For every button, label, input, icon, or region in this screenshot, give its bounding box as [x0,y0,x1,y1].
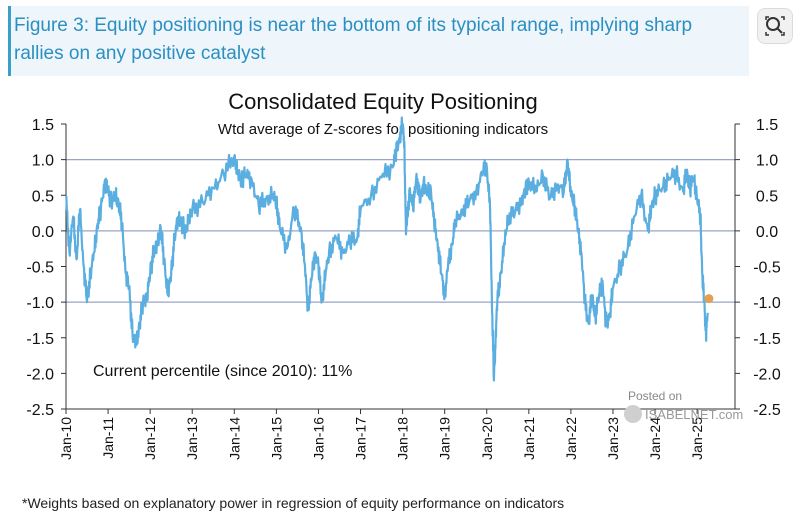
figure-caption-box [8,6,749,76]
watermark-site: ISABELNET.com [645,407,743,422]
y-tick-label-right: 0.5 [756,188,778,205]
chart-footnote: *Weights based on explanatory power in r… [22,495,565,511]
x-tick-label: Jan-10 [58,417,74,460]
axes-layer: 1.5 1.5 1.0 1.0 0.5 0.5 0.0 0.0 -0.5 -0.5 -1.0 -1.0… [26,117,780,460]
x-tick-label: Jan-20 [479,417,495,460]
y-tick-label-left: -1.5 [26,331,54,348]
y-tick-label-left: 0.5 [32,188,54,205]
y-tick-label-left: 1.5 [32,117,54,134]
y-tick-label-right: -1.5 [753,331,781,348]
x-tick-label: Jan-18 [395,417,411,460]
x-tick-label: Jan-17 [353,417,369,460]
chart-subtitle: Wtd average of Z-scores for positioning … [218,121,548,138]
chart-title: Consolidated Equity Positioning [228,89,537,114]
x-tick-label: Jan-12 [142,417,158,460]
series-line [64,116,709,382]
y-tick-label-right: 0.0 [756,224,778,241]
x-tick-label: Jan-22 [563,417,579,460]
x-tick-label: Jan-13 [184,417,200,460]
x-tick-label: Jan-15 [268,417,284,460]
y-tick-label-right: -2.5 [753,402,781,419]
y-tick-label-left: 1.0 [32,153,54,170]
y-tick-label-left: -0.5 [26,260,54,277]
x-tick-label: Jan-25 [689,417,705,460]
x-tick-label: Jan-11 [100,417,116,459]
isabelnet-logo-icon [624,405,642,423]
y-tick-label-left: 0.0 [32,224,54,241]
x-tick-label: Jan-14 [226,417,242,460]
x-tick-label: Jan-23 [605,417,621,460]
y-tick-label-right: -1.0 [753,295,781,312]
zoom-lens-icon [765,16,785,36]
zoom-button[interactable] [757,8,793,44]
x-tick-label: Jan-16 [310,417,326,460]
series-layer [64,116,714,382]
x-tick-label: Jan-24 [647,417,663,460]
x-tick-label: Jan-19 [437,417,453,460]
y-tick-label-right: 1.5 [756,117,778,134]
y-tick-label-left: -1.0 [26,295,54,312]
y-tick-label-left: -2.0 [26,366,54,383]
x-tick-label: Jan-21 [521,417,537,460]
figure-caption: Figure 3: Equity positioning is near the… [14,15,693,64]
y-tick-label-right: -2.0 [753,366,781,383]
current-value-marker [704,294,714,304]
y-tick-label-right: -0.5 [753,260,781,277]
current-percentile-annotation: Current percentile (since 2010): 11% [93,363,352,380]
watermark-posted-on: Posted on [628,389,682,403]
y-tick-label-right: 1.0 [756,153,778,170]
y-tick-label-left: -2.5 [26,402,54,419]
